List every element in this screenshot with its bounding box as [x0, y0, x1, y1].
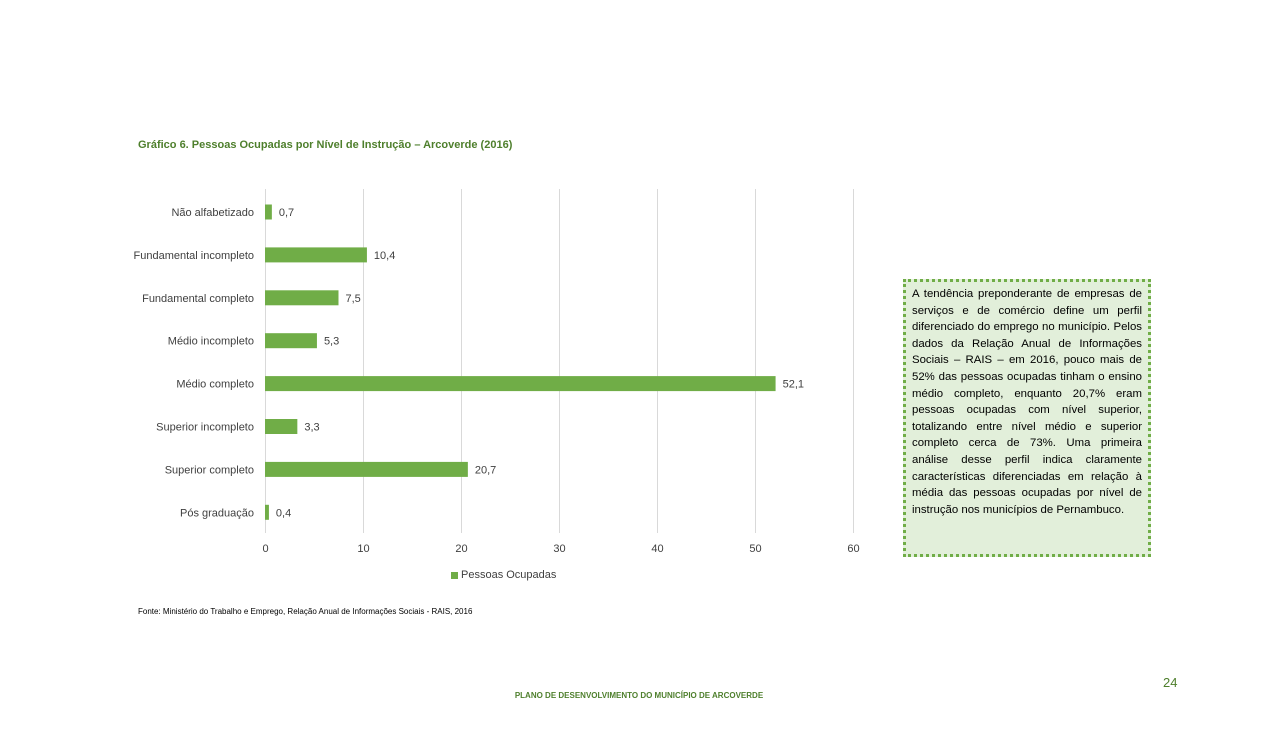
x-tick-label: 60 [847, 543, 859, 555]
category-label: Pós graduação [180, 507, 254, 519]
page-number: 24 [1163, 675, 1178, 690]
commentary-textbox: A tendência preponderante de empresas de… [903, 279, 1151, 557]
x-tick-label: 30 [553, 543, 565, 555]
category-label: Médio incompleto [168, 336, 254, 348]
bar [265, 461, 468, 477]
data-label: 3,3 [304, 422, 319, 434]
data-label: 7,5 [346, 293, 361, 305]
bar [265, 504, 269, 520]
legend-label: Pessoas Ocupadas [461, 569, 557, 581]
data-label: 20,7 [475, 464, 496, 476]
category-label: Médio completo [176, 379, 254, 391]
category-label: Superior incompleto [156, 422, 254, 434]
chart-title: Gráfico 6. Pessoas Ocupadas por Nível de… [138, 139, 513, 151]
data-label: 10,4 [374, 250, 395, 262]
bar [265, 419, 298, 434]
grid-layer [265, 189, 854, 533]
data-label: 0,7 [279, 207, 294, 219]
x-tick-label: 40 [651, 543, 663, 555]
category-label: Fundamental completo [142, 293, 254, 305]
source-note: Fonte: Ministério do Trabalho e Emprego,… [138, 607, 473, 616]
category-label: Fundamental incompleto [134, 250, 254, 262]
x-tick-label: 50 [749, 543, 761, 555]
labels-layer: 0 10 20 30 40 50 60 Não alfabetizado 0,7 Fundamen… [134, 207, 860, 555]
chart-legend: Pessoas Ocupadas [451, 569, 556, 581]
x-tick-label: 0 [262, 543, 268, 555]
bar [265, 376, 776, 392]
data-label: 5,3 [324, 336, 339, 348]
category-label: Superior completo [165, 464, 254, 476]
category-label: Não alfabetizado [171, 207, 254, 219]
data-label: 52,1 [783, 379, 804, 391]
x-tick-label: 10 [357, 543, 369, 555]
x-tick-label: 20 [455, 543, 467, 555]
bar [265, 204, 272, 220]
page-footer: PLANO DE DESENVOLVIMENTO DO MUNICÍPIO DE… [514, 691, 764, 700]
bars-layer [265, 204, 776, 520]
bar [265, 333, 317, 349]
bar [265, 247, 367, 263]
data-label: 0,4 [276, 507, 291, 519]
legend-swatch [451, 571, 458, 579]
bar [265, 290, 339, 306]
